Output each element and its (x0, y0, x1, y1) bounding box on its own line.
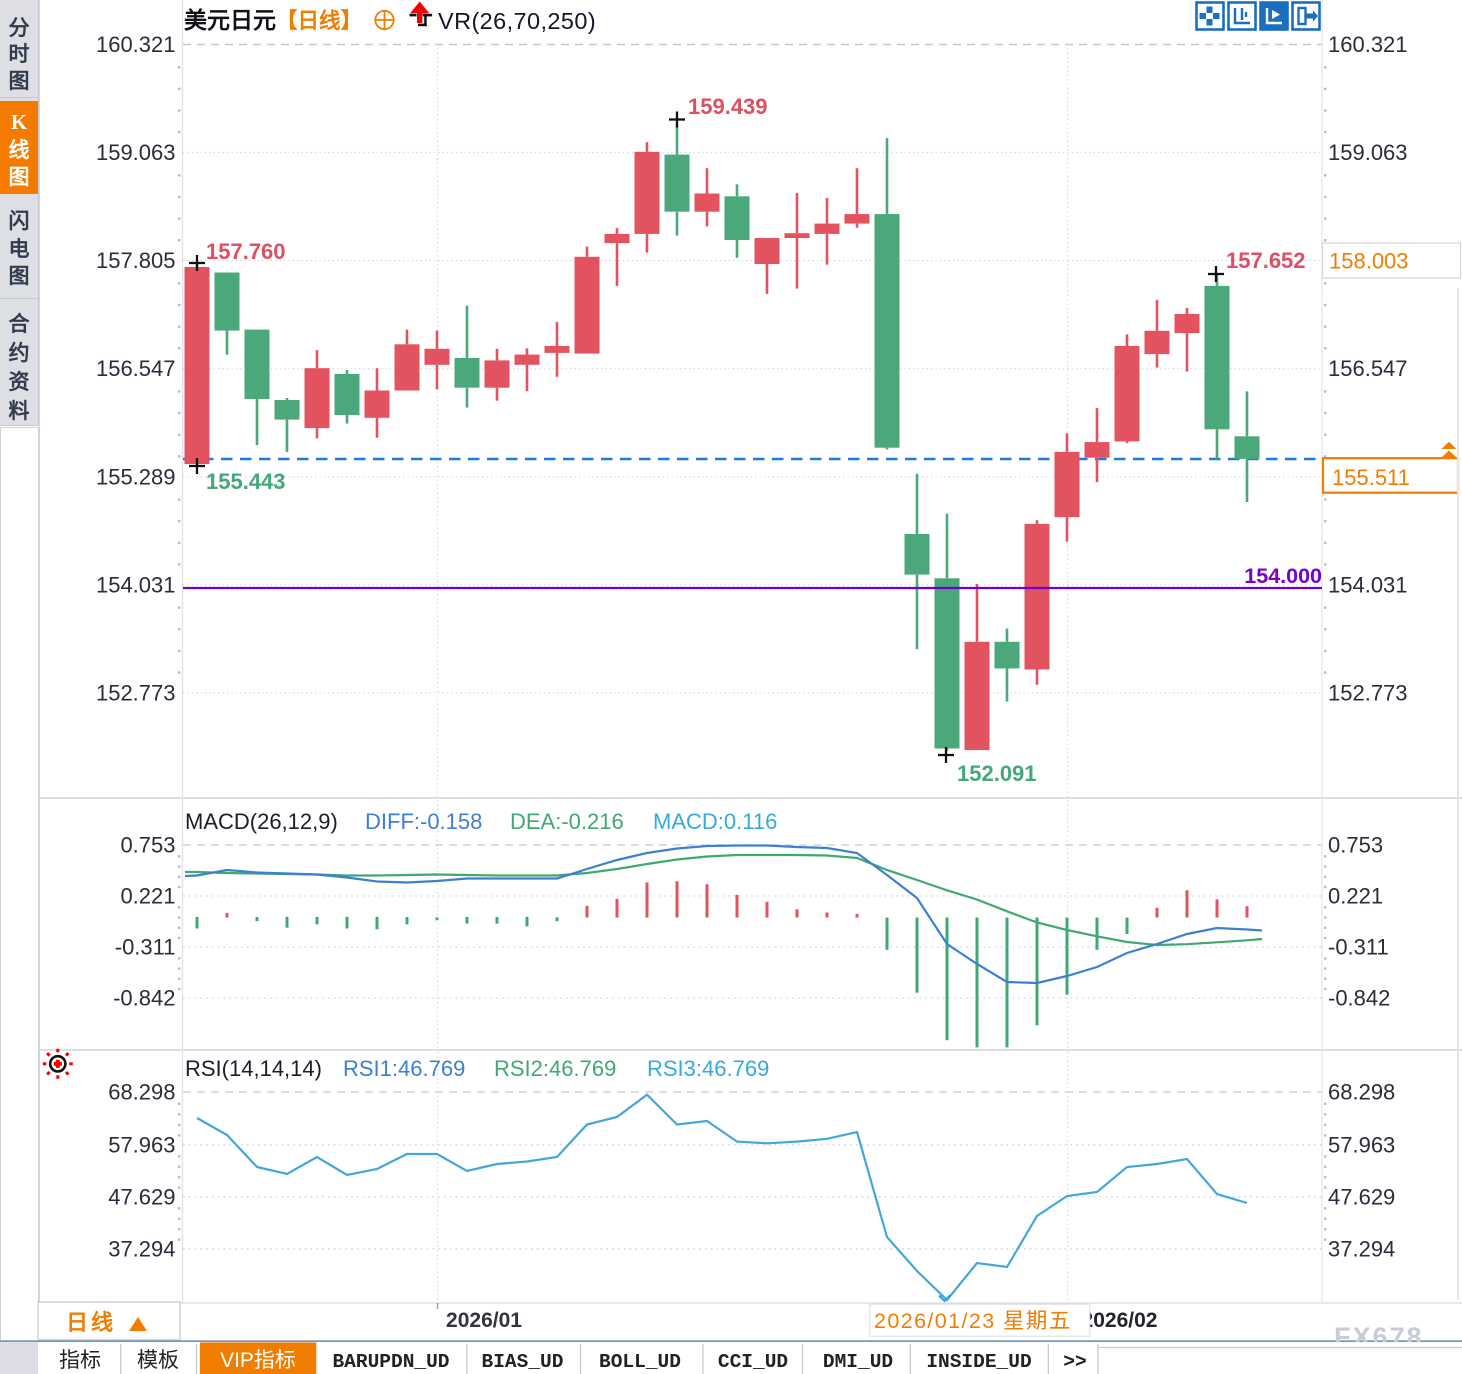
svg-text:0.753: 0.753 (1328, 833, 1383, 858)
svg-text:152.773: 152.773 (1328, 680, 1408, 705)
svg-text:>>: >> (1063, 1351, 1086, 1373)
svg-text:160.321: 160.321 (1328, 32, 1408, 57)
svg-text:BOLL_UD: BOLL_UD (599, 1351, 681, 1373)
svg-text:154.031: 154.031 (1328, 572, 1408, 597)
svg-text:【日线】: 【日线】 (276, 8, 362, 33)
svg-text:159.063: 159.063 (1328, 140, 1408, 165)
svg-text:-0.842: -0.842 (113, 986, 175, 1011)
svg-text:68.298: 68.298 (1328, 1080, 1395, 1105)
svg-text:RSI3:46.769: RSI3:46.769 (647, 1056, 769, 1081)
svg-text:2026/01: 2026/01 (446, 1309, 522, 1332)
svg-text:154.000: 154.000 (1244, 564, 1322, 588)
svg-text:BIAS_UD: BIAS_UD (482, 1351, 564, 1373)
svg-text:模板: 模板 (137, 1349, 179, 1372)
svg-text:-0.311: -0.311 (115, 935, 176, 960)
svg-text:37.294: 37.294 (108, 1236, 175, 1261)
svg-text:156.547: 156.547 (1328, 356, 1408, 381)
svg-text:157.652: 157.652 (1226, 248, 1306, 273)
svg-text:155.511: 155.511 (1332, 465, 1410, 490)
svg-text:37.294: 37.294 (1328, 1236, 1395, 1261)
svg-text:RSI(14,14,14): RSI(14,14,14) (185, 1056, 322, 1081)
svg-text:RSI2:46.769: RSI2:46.769 (494, 1056, 616, 1081)
svg-text:0.221: 0.221 (120, 884, 175, 909)
svg-text:47.629: 47.629 (108, 1184, 175, 1209)
svg-text:156.547: 156.547 (96, 356, 176, 381)
svg-text:157.805: 157.805 (96, 248, 176, 273)
svg-text:57.963: 57.963 (108, 1132, 175, 1157)
svg-text:159.063: 159.063 (96, 140, 176, 165)
svg-text:152.773: 152.773 (96, 680, 176, 705)
svg-text:VIP指标: VIP指标 (220, 1349, 296, 1372)
svg-text:155.289: 155.289 (96, 464, 176, 489)
svg-text:47.629: 47.629 (1328, 1184, 1395, 1209)
svg-text:159.439: 159.439 (688, 94, 768, 119)
svg-text:157.760: 157.760 (206, 239, 286, 264)
svg-text:DEA:-0.216: DEA:-0.216 (510, 809, 624, 834)
svg-text:-0.842: -0.842 (1328, 986, 1390, 1011)
svg-text:0.221: 0.221 (1328, 884, 1383, 909)
svg-text:154.031: 154.031 (96, 572, 176, 597)
svg-text:152.091: 152.091 (957, 761, 1037, 786)
svg-text:DMI_UD: DMI_UD (823, 1351, 893, 1373)
svg-text:日线: 日线 (66, 1310, 116, 1335)
svg-text:0.753: 0.753 (120, 833, 175, 858)
svg-text:155.443: 155.443 (206, 469, 286, 494)
svg-text:BARUPDN_UD: BARUPDN_UD (332, 1351, 449, 1373)
svg-text:DIFF:-0.158: DIFF:-0.158 (365, 809, 482, 834)
svg-text:57.963: 57.963 (1328, 1132, 1395, 1157)
svg-text:2026/01/23 星期五: 2026/01/23 星期五 (874, 1309, 1072, 1333)
svg-text:MACD:0.116: MACD:0.116 (653, 809, 777, 834)
svg-text:MACD(26,12,9): MACD(26,12,9) (185, 809, 338, 834)
svg-text:美元日元: 美元日元 (184, 7, 276, 33)
svg-text:-0.311: -0.311 (1328, 935, 1389, 960)
svg-text:158.003: 158.003 (1329, 249, 1409, 274)
svg-text:160.321: 160.321 (96, 32, 176, 57)
svg-text:VR(26,70,250): VR(26,70,250) (438, 8, 596, 34)
svg-text:2026/02: 2026/02 (1082, 1309, 1158, 1332)
svg-text:CCI_UD: CCI_UD (718, 1351, 788, 1373)
svg-text:RSI1:46.769: RSI1:46.769 (343, 1056, 465, 1081)
svg-text:指标: 指标 (59, 1349, 101, 1372)
svg-text:68.298: 68.298 (108, 1080, 175, 1105)
svg-text:INSIDE_UD: INSIDE_UD (926, 1351, 1031, 1373)
